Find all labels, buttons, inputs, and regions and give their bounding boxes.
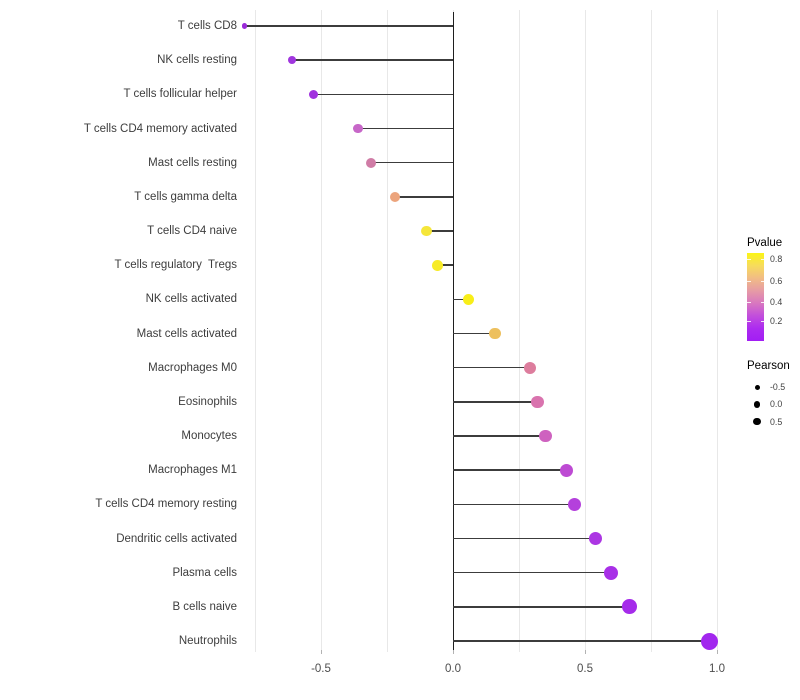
colorbar-tick-label: 0.6 — [770, 275, 783, 286]
pearson-size-label: 0.0 — [770, 399, 783, 410]
category-label: Eosinophils — [178, 395, 237, 408]
zero-axis-line — [453, 12, 454, 652]
lollipop-dot — [308, 89, 318, 99]
x-axis-tick-label: 0.0 — [445, 663, 461, 675]
lollipop-stem — [453, 469, 567, 471]
category-label: Monocytes — [181, 430, 237, 443]
lollipop-dot — [463, 293, 475, 305]
colorbar-tick-right — [760, 258, 764, 261]
category-label: Mast cells activated — [136, 327, 237, 340]
gridline — [321, 10, 322, 652]
colorbar-tick-label: 0.4 — [770, 297, 783, 308]
category-label: Macrophages M1 — [148, 464, 237, 477]
lollipop-dot — [389, 191, 401, 202]
pearson-size-label: -0.5 — [770, 382, 786, 392]
lollipop-dot — [431, 259, 443, 271]
lollipop-stem — [453, 537, 596, 540]
lollipop-stem — [357, 127, 453, 130]
pvalue-colorbar — [747, 253, 764, 341]
colorbar-tick-right — [760, 302, 764, 304]
pearson-legend-title: Pearson — [747, 360, 790, 372]
lollipop-stem — [291, 59, 453, 61]
colorbar-tick-left — [747, 302, 751, 304]
lollipop-dot — [421, 225, 432, 237]
lollipop-stem — [453, 503, 575, 506]
lollipop-dot — [366, 157, 377, 168]
lollipop-dot — [523, 361, 536, 374]
colorbar-tick-right — [760, 280, 764, 283]
lollipop-dot — [604, 565, 619, 580]
category-label: T cells regulatory Tregs — [114, 259, 237, 272]
lollipop-stem — [453, 366, 530, 369]
category-label: T cells gamma delta — [134, 190, 237, 203]
lollipop-dot — [588, 531, 603, 546]
pearson-size-dot — [753, 418, 761, 426]
lollipop-stem — [453, 640, 710, 642]
gridline — [651, 10, 652, 652]
pvalue-legend-title: Pvalue — [747, 237, 783, 249]
lollipop-stem — [244, 25, 453, 27]
category-label: T cells CD4 memory resting — [95, 498, 237, 511]
category-label: Plasma cells — [172, 566, 237, 579]
colorbar-tick-label: 0.2 — [770, 316, 783, 327]
lollipop-dot — [241, 23, 248, 29]
gridline — [717, 10, 718, 652]
category-label: NK cells activated — [145, 293, 237, 306]
lollipop-dot — [287, 55, 297, 65]
lollipop-stem — [453, 606, 630, 608]
gridline — [519, 10, 520, 652]
category-label: B cells naive — [172, 600, 237, 613]
lollipop-dot — [489, 327, 501, 340]
lollipop-dot — [531, 395, 544, 408]
category-label: T cells CD4 memory activated — [83, 122, 237, 135]
lollipop-stem — [453, 571, 612, 574]
gridline — [585, 10, 586, 652]
lollipop-dot — [539, 429, 552, 443]
colorbar-tick-label: 0.8 — [770, 253, 783, 264]
lollipop-dot — [567, 497, 582, 511]
lollipop-dot — [353, 123, 363, 134]
category-label: NK cells resting — [157, 54, 237, 67]
category-label: T cells follicular helper — [123, 88, 237, 101]
colorbar-tick-left — [747, 321, 751, 323]
x-axis-tick-label: 1.0 — [709, 663, 725, 675]
x-axis-tick-label: 0.5 — [577, 663, 593, 675]
lollipop-dot — [700, 632, 718, 650]
lollipop-stem — [394, 196, 453, 198]
pearson-size-dot — [753, 401, 761, 408]
x-axis-tick — [321, 650, 322, 654]
pearson-size-dot — [754, 384, 760, 390]
colorbar-tick-left — [747, 280, 751, 283]
lollipop-dot — [622, 599, 638, 615]
lollipop-stem — [371, 161, 453, 164]
lollipop-stem — [453, 332, 496, 335]
lollipop-stem — [437, 264, 453, 266]
category-label: Macrophages M0 — [148, 361, 237, 374]
category-label: Mast cells resting — [148, 156, 237, 169]
gridline — [255, 10, 256, 652]
lollipop-stem — [313, 93, 453, 96]
lollipop-dot — [560, 463, 574, 477]
lollipop-stem — [453, 298, 469, 301]
lollipop-stem — [426, 230, 453, 232]
gridline — [387, 10, 388, 652]
x-axis-tick-label: -0.5 — [311, 663, 331, 675]
pearson-size-label: 0.5 — [770, 416, 783, 427]
lollipop-stem — [453, 435, 546, 437]
colorbar-tick-left — [747, 258, 751, 261]
x-axis-tick — [717, 650, 718, 654]
category-label: T cells CD8 — [177, 20, 237, 32]
category-label: Dendritic cells activated — [116, 532, 237, 545]
x-axis-tick — [453, 650, 454, 654]
category-label: Neutrophils — [178, 635, 237, 648]
colorbar-tick-right — [760, 321, 764, 323]
lollipop-stem — [453, 401, 538, 403]
x-axis-tick — [585, 650, 586, 654]
category-label: T cells CD4 naive — [147, 225, 237, 238]
